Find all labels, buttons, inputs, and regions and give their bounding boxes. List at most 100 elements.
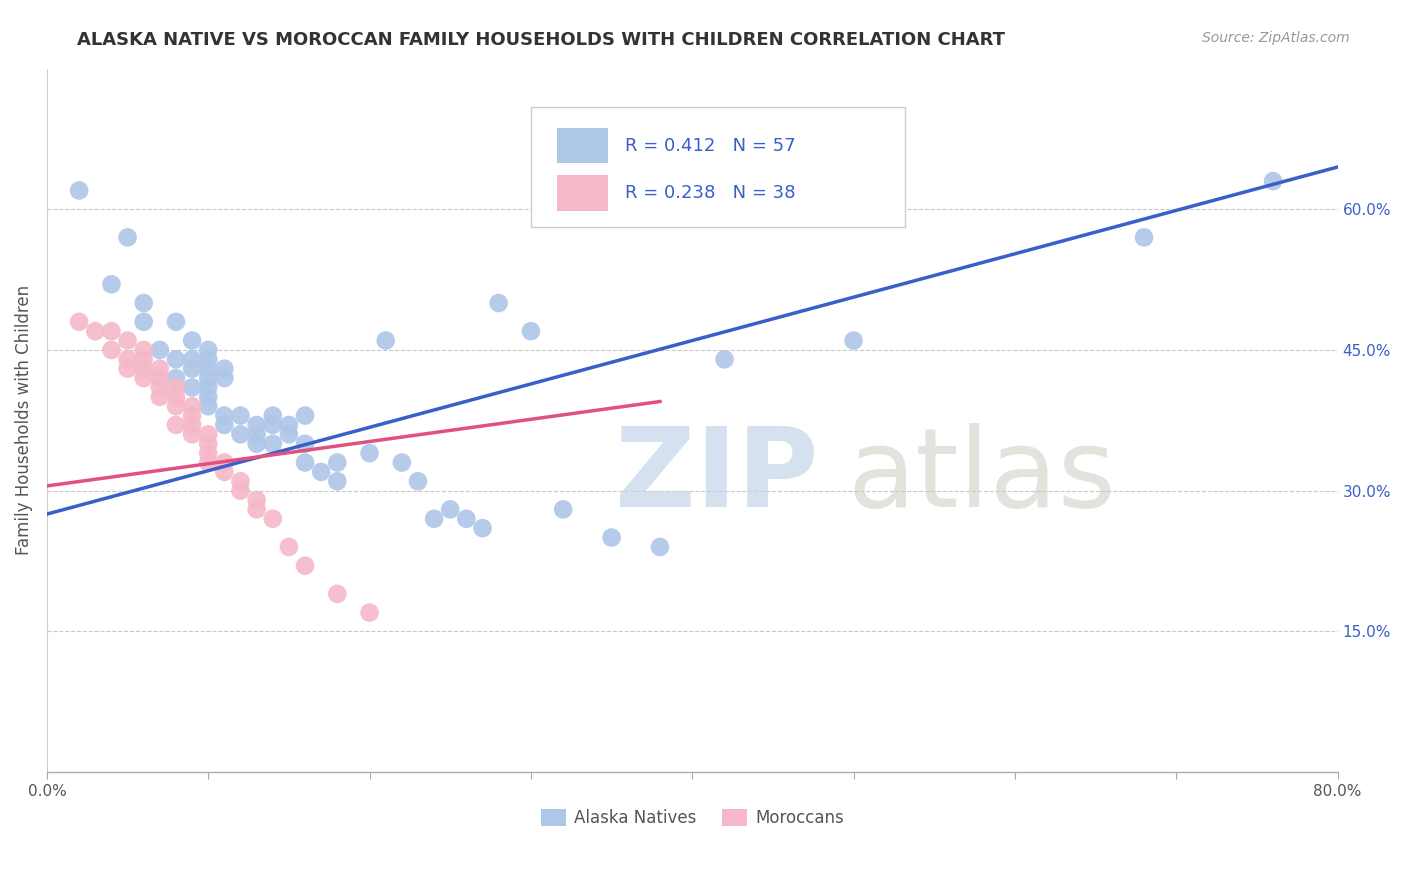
Point xyxy=(165,417,187,432)
Point xyxy=(214,371,236,385)
Point xyxy=(229,475,252,489)
Point xyxy=(262,417,284,432)
Point xyxy=(1133,230,1156,244)
Legend: Alaska Natives, Moroccans: Alaska Natives, Moroccans xyxy=(534,803,851,834)
Y-axis label: Family Households with Children: Family Households with Children xyxy=(15,285,32,556)
Point xyxy=(294,436,316,450)
Point xyxy=(246,502,269,516)
Point xyxy=(246,417,269,432)
Point xyxy=(181,334,204,348)
Point xyxy=(326,455,349,469)
Point xyxy=(181,361,204,376)
Point xyxy=(229,409,252,423)
Point xyxy=(197,436,219,450)
Point xyxy=(423,512,446,526)
Point xyxy=(149,361,172,376)
Point xyxy=(181,399,204,413)
Point xyxy=(67,315,90,329)
Bar xyxy=(557,176,609,211)
Point xyxy=(132,343,155,357)
Point xyxy=(149,343,172,357)
Point xyxy=(326,587,349,601)
Point xyxy=(117,230,139,244)
Point xyxy=(713,352,735,367)
Point xyxy=(197,352,219,367)
Point xyxy=(149,371,172,385)
Point xyxy=(181,380,204,394)
Point xyxy=(67,184,90,198)
Point xyxy=(181,427,204,442)
Point xyxy=(246,493,269,508)
Point xyxy=(294,558,316,573)
Point xyxy=(648,540,671,554)
Point xyxy=(132,361,155,376)
Point xyxy=(117,352,139,367)
Point xyxy=(246,436,269,450)
Point xyxy=(197,380,219,394)
Point xyxy=(197,455,219,469)
Text: Source: ZipAtlas.com: Source: ZipAtlas.com xyxy=(1202,31,1350,45)
Point xyxy=(842,334,865,348)
Point xyxy=(149,380,172,394)
Bar xyxy=(557,128,609,163)
Point xyxy=(471,521,494,535)
Point xyxy=(488,296,510,310)
Point xyxy=(294,455,316,469)
Point xyxy=(520,324,543,338)
Point xyxy=(84,324,107,338)
Point xyxy=(359,606,381,620)
Point xyxy=(406,475,429,489)
Text: R = 0.238   N = 38: R = 0.238 N = 38 xyxy=(626,184,796,202)
Point xyxy=(165,352,187,367)
Point xyxy=(391,455,413,469)
Point xyxy=(181,352,204,367)
Point xyxy=(553,502,575,516)
Point xyxy=(262,436,284,450)
Point xyxy=(197,427,219,442)
Point xyxy=(600,531,623,545)
Point xyxy=(100,343,122,357)
Point xyxy=(214,361,236,376)
Point xyxy=(181,409,204,423)
Point xyxy=(132,352,155,367)
Point xyxy=(165,315,187,329)
Point xyxy=(117,334,139,348)
FancyBboxPatch shape xyxy=(531,107,905,227)
Point xyxy=(165,390,187,404)
Text: R = 0.412   N = 57: R = 0.412 N = 57 xyxy=(626,136,796,155)
Point xyxy=(456,512,478,526)
Point xyxy=(229,427,252,442)
Point xyxy=(197,343,219,357)
Point xyxy=(132,371,155,385)
Point xyxy=(132,315,155,329)
Point xyxy=(309,465,332,479)
Point xyxy=(117,361,139,376)
Point xyxy=(197,371,219,385)
Point xyxy=(100,277,122,292)
Point xyxy=(439,502,461,516)
Point xyxy=(149,390,172,404)
Point xyxy=(214,409,236,423)
Point xyxy=(262,512,284,526)
Point xyxy=(326,475,349,489)
Point xyxy=(246,427,269,442)
Point xyxy=(374,334,396,348)
Point xyxy=(294,409,316,423)
Text: ALASKA NATIVE VS MOROCCAN FAMILY HOUSEHOLDS WITH CHILDREN CORRELATION CHART: ALASKA NATIVE VS MOROCCAN FAMILY HOUSEHO… xyxy=(77,31,1005,49)
Point xyxy=(100,324,122,338)
Point xyxy=(262,409,284,423)
Point xyxy=(165,371,187,385)
Point xyxy=(197,390,219,404)
Point xyxy=(181,417,204,432)
Point xyxy=(359,446,381,460)
Point xyxy=(214,465,236,479)
Point xyxy=(197,446,219,460)
Point xyxy=(165,399,187,413)
Text: ZIP: ZIP xyxy=(614,423,818,530)
Text: atlas: atlas xyxy=(848,423,1115,530)
Point xyxy=(277,540,299,554)
Point xyxy=(229,483,252,498)
Point xyxy=(132,296,155,310)
Point xyxy=(277,417,299,432)
Point xyxy=(197,361,219,376)
